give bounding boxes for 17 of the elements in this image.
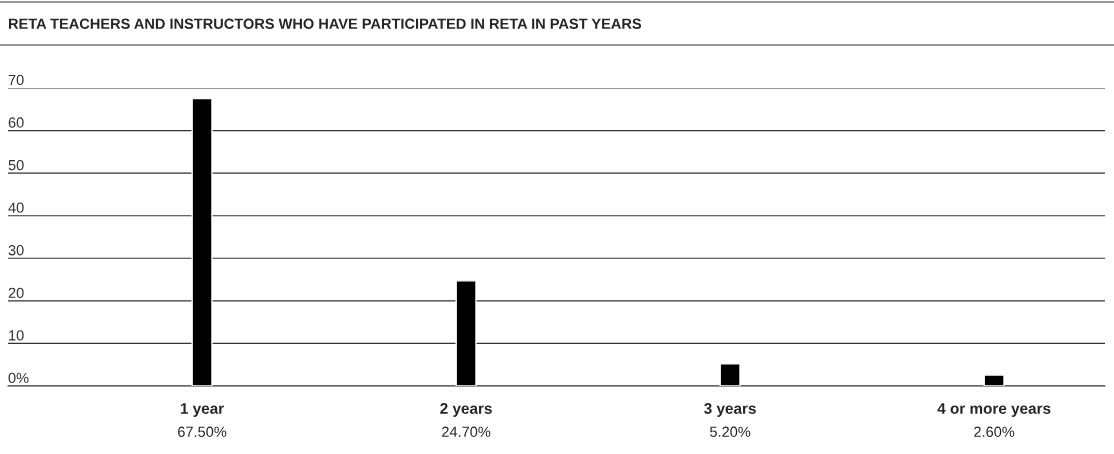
y-tick-label: 20 bbox=[8, 287, 24, 298]
data-label: 67.50% bbox=[178, 426, 227, 437]
data-label: 2.60% bbox=[974, 426, 1015, 437]
data-label: 24.70% bbox=[442, 426, 491, 437]
y-tick-label: 50 bbox=[8, 159, 24, 171]
data-label: 5.20% bbox=[710, 426, 751, 437]
y-tick-label: 60 bbox=[8, 117, 24, 128]
y-tick-label: 30 bbox=[8, 245, 24, 256]
chart-title: RETA TEACHERS AND INSTRUCTORS WHO HAVE PARTICIPATED IN RETA IN PAST YEARS bbox=[8, 18, 642, 29]
x-tick-label: 2 years bbox=[440, 403, 492, 417]
x-tick-label: 3 years bbox=[704, 403, 756, 417]
x-tick-label: 4 or more years bbox=[937, 403, 1051, 417]
x-tick-label: 1 year bbox=[180, 403, 224, 417]
y-tick-label: 40 bbox=[8, 202, 24, 213]
y-tick-label: 70 bbox=[8, 74, 24, 86]
y-tick-label: 10 bbox=[9, 330, 24, 341]
y-tick-label: 0% bbox=[8, 372, 29, 384]
